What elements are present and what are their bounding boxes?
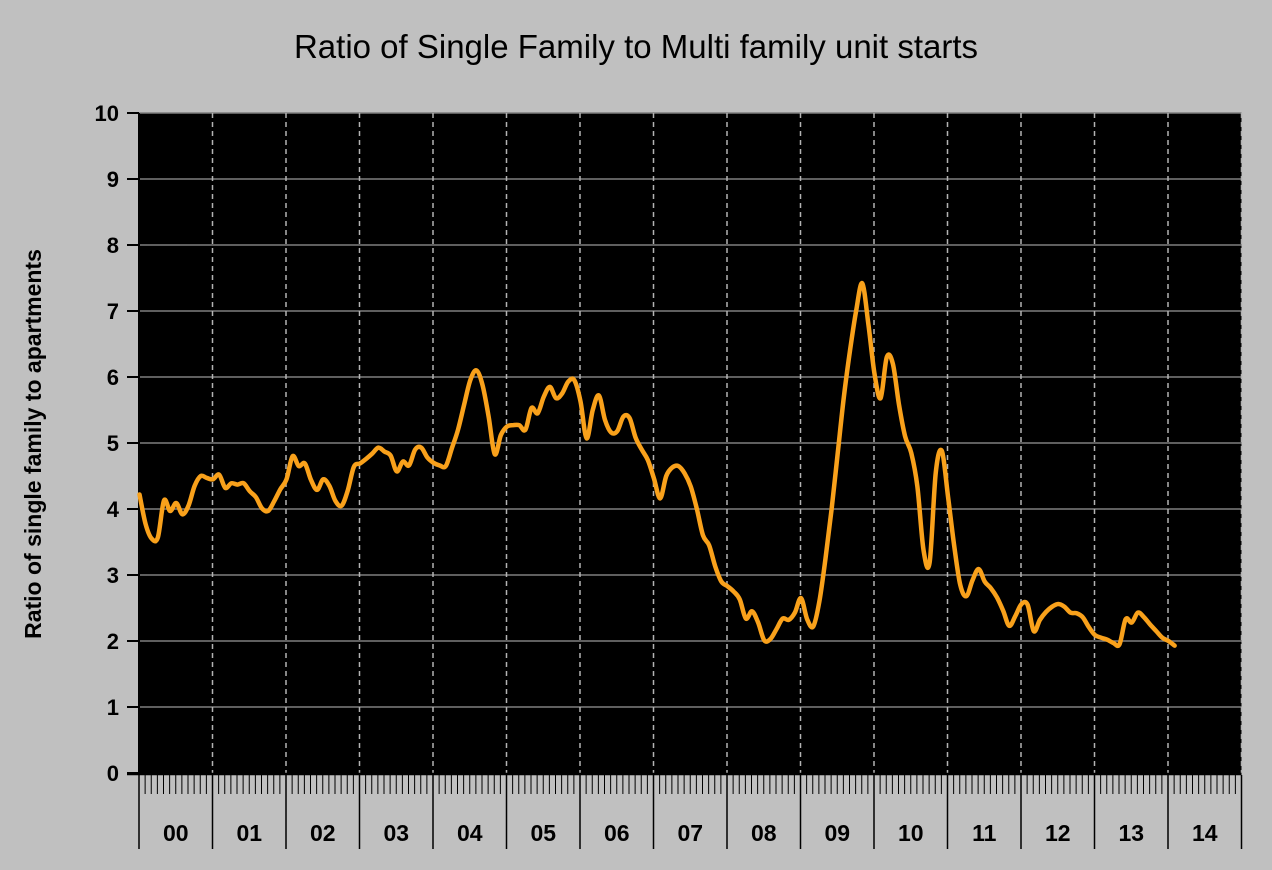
x-year-label: 11 <box>972 820 997 846</box>
data-line <box>137 281 1177 649</box>
x-year-label: 06 <box>604 820 630 846</box>
x-year-label: 12 <box>1045 820 1071 846</box>
x-year-label: 07 <box>677 820 703 846</box>
y-tick-label: 9 <box>107 167 119 192</box>
x-year-label: 00 <box>163 820 189 846</box>
y-tick-label: 3 <box>107 563 119 588</box>
x-year-label: 08 <box>751 820 777 846</box>
x-year-label: 03 <box>383 820 409 846</box>
x-year-label: 10 <box>898 820 924 846</box>
y-tick-label: 0 <box>107 761 119 786</box>
x-year-label: 01 <box>236 820 262 846</box>
y-tick-label: 8 <box>107 233 119 258</box>
y-tick-label: 1 <box>107 695 119 720</box>
y-tick-label: 2 <box>107 629 119 654</box>
x-year-label: 04 <box>457 820 483 846</box>
x-year-label: 13 <box>1118 820 1144 846</box>
x-year-label: 14 <box>1192 820 1218 846</box>
y-tick-label: 4 <box>107 497 120 522</box>
x-year-label: 05 <box>530 820 556 846</box>
y-tick-label: 5 <box>107 431 119 456</box>
y-tick-label: 7 <box>107 299 119 324</box>
x-year-label: 09 <box>824 820 850 846</box>
y-tick-label: 6 <box>107 365 119 390</box>
y-tick-label: 10 <box>95 101 119 126</box>
x-year-label: 02 <box>310 820 336 846</box>
chart-title: Ratio of Single Family to Multi family u… <box>293 28 979 65</box>
